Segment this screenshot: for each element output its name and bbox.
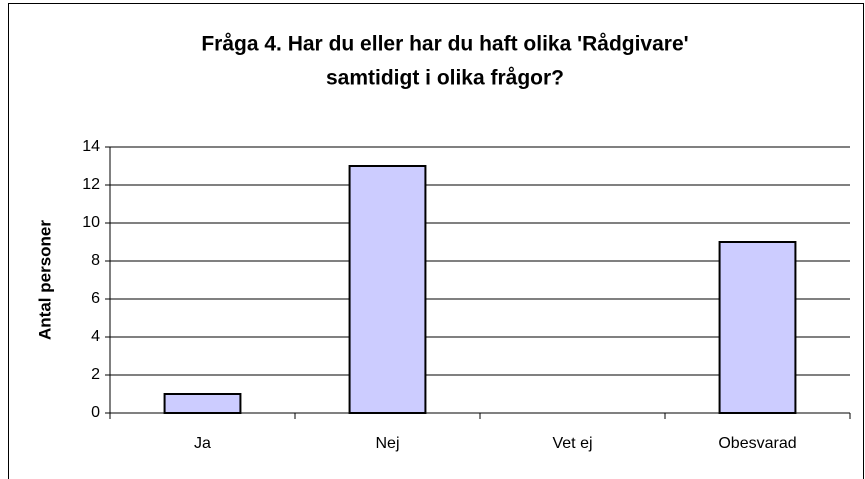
x-tick-label: Ja	[194, 435, 211, 452]
y-tick-label: 2	[91, 366, 100, 383]
x-tick-label: Obesvarad	[718, 435, 796, 452]
x-tick-label: Nej	[375, 435, 399, 452]
y-tick-label: 12	[82, 176, 100, 193]
y-tick-label: 4	[91, 328, 100, 345]
bar	[348, 165, 427, 414]
x-tick-label: Vet ej	[552, 435, 592, 452]
chart-title: samtidigt i olika frågor?	[326, 67, 564, 90]
y-axis-label: Antal personer	[35, 220, 54, 340]
bar	[718, 241, 797, 414]
chart-title: Fråga 4. Har du eller har du haft olika …	[201, 33, 688, 56]
y-tick-label: 10	[82, 214, 100, 231]
y-tick-label: 14	[82, 138, 100, 155]
bar	[163, 393, 242, 414]
y-tick-label: 8	[91, 252, 100, 269]
y-tick-label: 0	[91, 404, 100, 421]
y-tick-label: 6	[91, 290, 100, 307]
